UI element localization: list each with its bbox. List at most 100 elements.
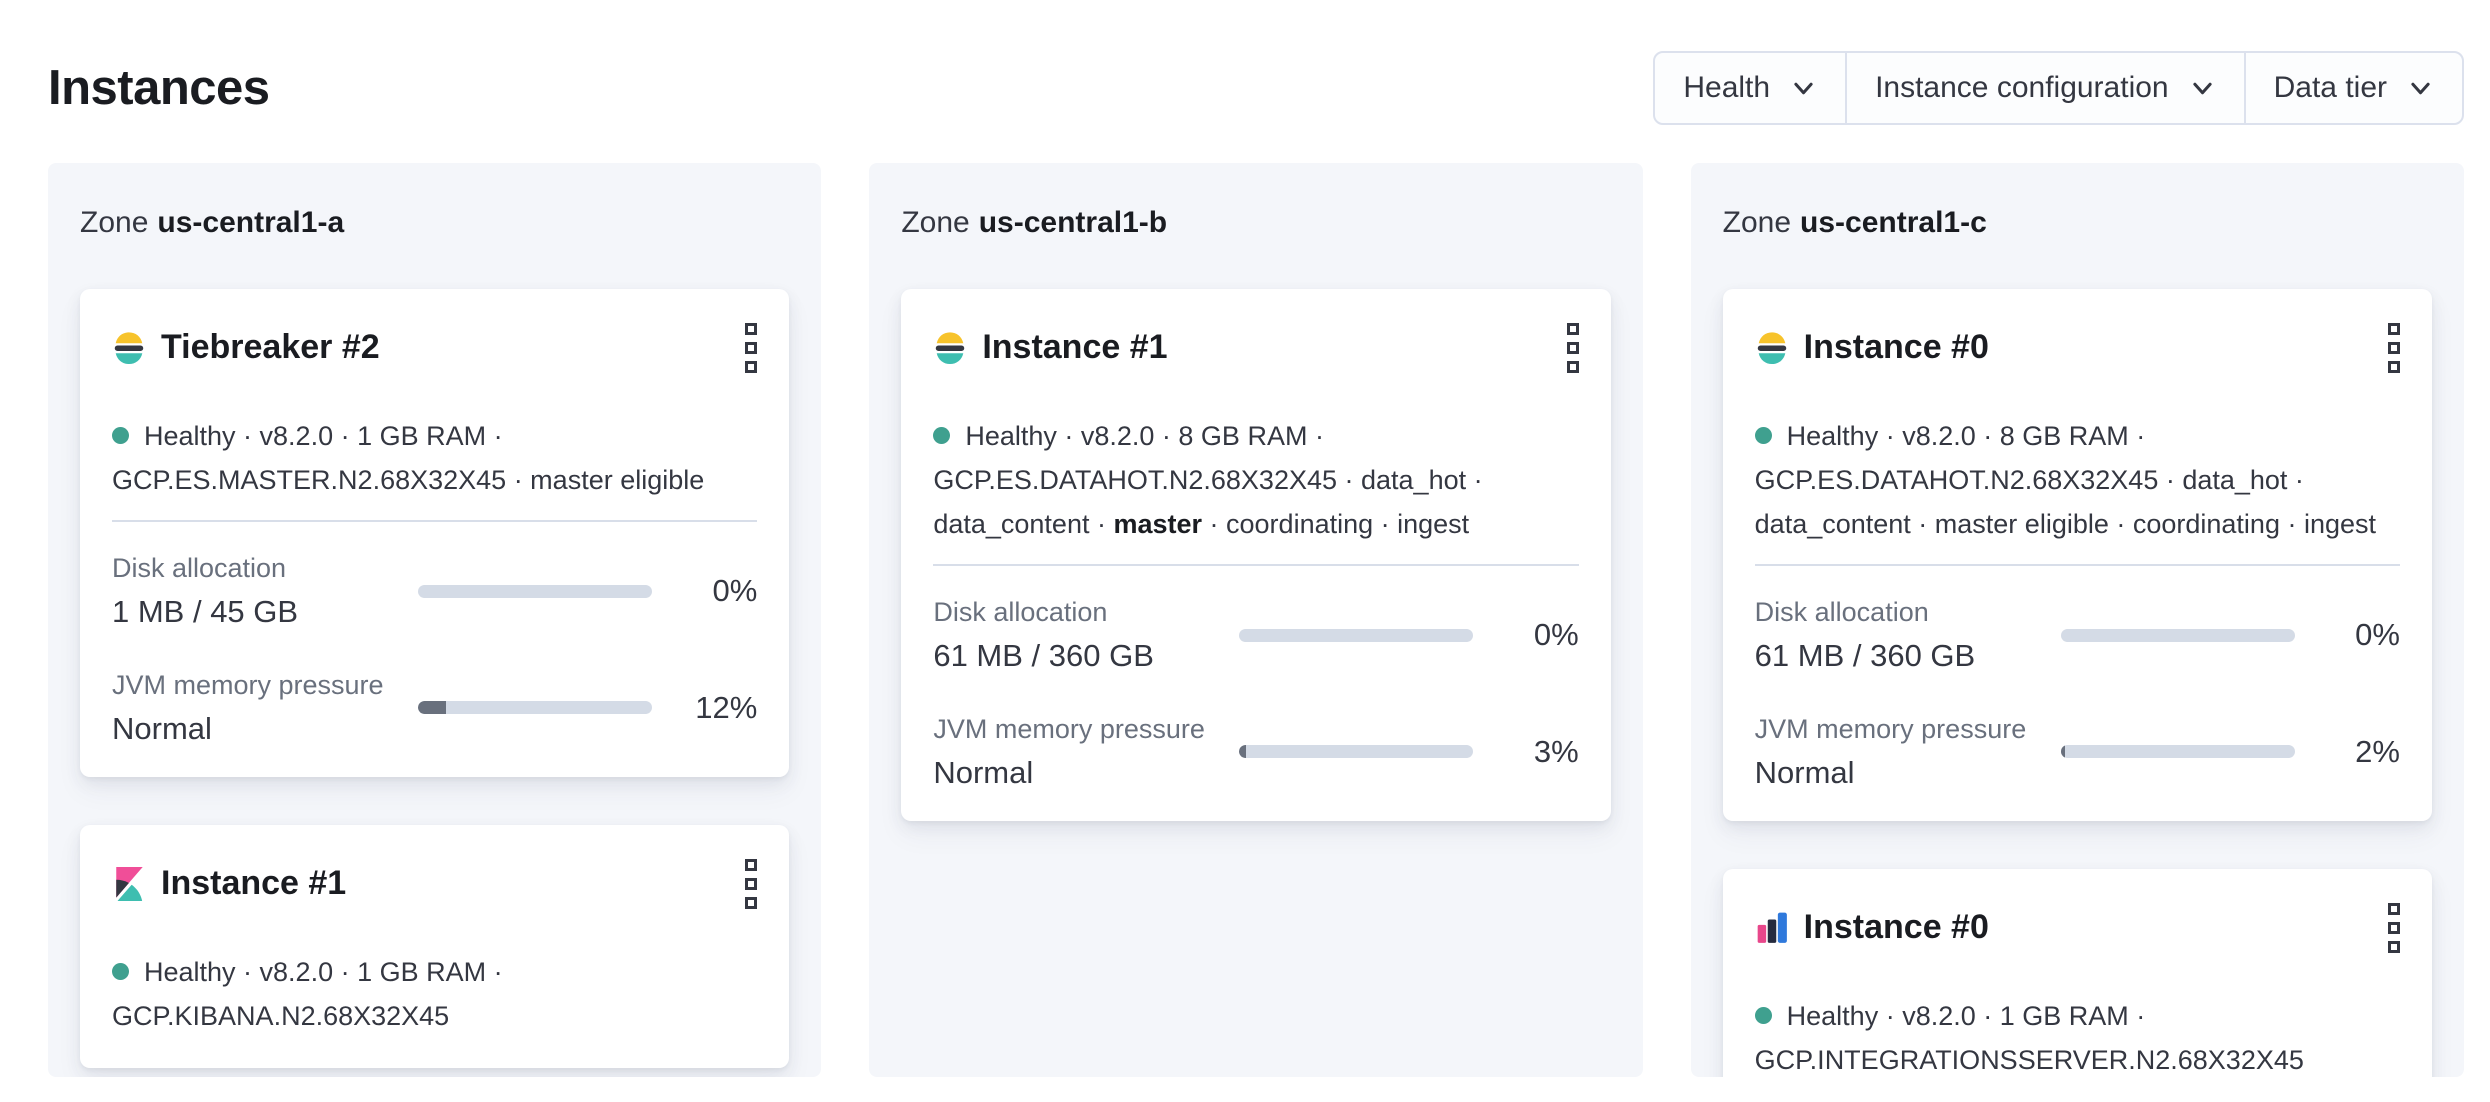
instance-actions-menu-button[interactable]	[739, 855, 763, 913]
progress-bar	[418, 701, 652, 715]
chevron-down-icon	[2192, 82, 2212, 94]
instance-card: Instance #1 Healthy · v8.2.0 · 8 GB RAM …	[901, 289, 1611, 822]
filter-health-label: Health	[1683, 71, 1771, 104]
progress-bar	[418, 584, 652, 598]
meta-line: Healthy · v8.2.0 · 1 GB RAM ·	[144, 957, 503, 988]
metric-label: JVM memory pressure	[1754, 713, 2027, 744]
metric-percent: 0%	[2355, 617, 2400, 653]
instance-title: Instance #1	[982, 328, 1168, 367]
metric-percent: 0%	[712, 573, 758, 609]
progress-bar	[1239, 628, 1474, 642]
page-header: Instances Health Instance configuration …	[48, 0, 2464, 134]
metric-value: Normal	[112, 710, 212, 746]
meta-line: GCP.ES.MASTER.N2.68X32X45 · master eligi…	[112, 465, 705, 495]
card-header: Instance #0	[1755, 899, 2400, 957]
metric-percent: 3%	[1533, 733, 1579, 769]
instance-meta: Healthy · v8.2.0 · 1 GB RAM · GCP.INTEGR…	[1754, 994, 2400, 1077]
metric-label: Disk allocation	[1754, 597, 1929, 627]
jvm-memory-pressure-metric: JVM memory pressure Normal 12%	[112, 669, 757, 748]
instance-title: Instance #1	[161, 864, 347, 903]
master-role-label: master	[1113, 509, 1203, 539]
filter-data-tier-button[interactable]: Data tier	[2243, 53, 2462, 123]
disk-allocation-metric: Disk allocation 61 MB / 360 GB 0%	[1755, 596, 2400, 675]
boxes-vertical-icon	[1566, 323, 1579, 335]
boxes-vertical-icon	[745, 859, 758, 872]
disk-allocation-metric: Disk allocation 61 MB / 360 GB 0%	[933, 596, 1578, 675]
progress-fill	[2060, 745, 2066, 759]
health-status-dot	[1754, 1007, 1772, 1025]
page-title: Instances	[48, 60, 270, 115]
zone-name: us-central1-c	[1800, 206, 1987, 239]
metric-percent: 2%	[2355, 733, 2400, 769]
filter-group: Health Instance configuration Data tier	[1653, 51, 2464, 125]
boxes-vertical-icon	[2387, 903, 2400, 916]
instance-actions-menu-button[interactable]	[739, 319, 763, 377]
meta-line: data_content · master · coordinating · i…	[933, 509, 1470, 539]
meta-line: Healthy · v8.2.0 · 1 GB RAM ·	[1786, 1001, 2146, 1032]
instance-meta: Healthy · v8.2.0 · 8 GB RAM · GCP.ES.DAT…	[1754, 414, 2400, 546]
metric-label: JVM memory pressure	[112, 669, 384, 700]
meta-line: GCP.ES.DATAHOT.N2.68X32X45 · data_hot ·	[1754, 465, 2304, 495]
metric-value: 61 MB / 360 GB	[1754, 638, 1976, 674]
zone-name: us-central1-a	[157, 206, 345, 239]
zone-panel-us-central1-c: Zone us-central1-c Instance #0 Healthy · …	[1690, 163, 2464, 1077]
boxes-vertical-icon	[745, 323, 758, 335]
progress-bar	[2060, 628, 2295, 642]
kibana-logo-icon	[116, 867, 143, 902]
zone-title: Zone us-central1-a	[80, 205, 789, 241]
chevron-down-icon	[1794, 82, 1813, 94]
instance-actions-menu-button[interactable]	[2382, 319, 2406, 377]
elasticsearch-logo-icon	[114, 332, 144, 365]
zone-panel-us-central1-a: Zone us-central1-a Tiebreaker #2 Healthy …	[48, 163, 822, 1077]
zone-title: Zone us-central1-b	[901, 205, 1610, 241]
metric-value: 1 MB / 45 GB	[112, 594, 299, 630]
jvm-memory-pressure-metric: JVM memory pressure Normal 3%	[933, 713, 1578, 792]
instance-meta: Healthy · v8.2.0 · 1 GB RAM · GCP.ES.MAS…	[112, 414, 757, 502]
progress-fill	[418, 701, 447, 715]
card-header: Tiebreaker #2	[112, 319, 758, 377]
health-status-dot	[933, 427, 951, 444]
filter-instance-configuration-button[interactable]: Instance configuration	[1845, 53, 2244, 123]
metric-value: Normal	[933, 754, 1034, 790]
metric-value: 61 MB / 360 GB	[933, 638, 1154, 674]
boxes-vertical-icon	[2387, 323, 2400, 335]
zone-label-prefix: Zone	[80, 206, 149, 239]
metric-label: Disk allocation	[112, 553, 287, 583]
zone-label-prefix: Zone	[1722, 206, 1792, 239]
progress-fill	[1239, 745, 1247, 759]
meta-line: Healthy · v8.2.0 · 8 GB RAM ·	[1786, 421, 2146, 451]
metric-percent: 12%	[695, 689, 758, 725]
instance-meta: Healthy · v8.2.0 · 1 GB RAM · GCP.KIBANA…	[112, 950, 757, 1038]
metric-label: JVM memory pressure	[933, 713, 1205, 744]
integrations-server-logo-icon	[1757, 912, 1787, 944]
instance-card: Tiebreaker #2 Healthy · v8.2.0 · 1 GB RA…	[80, 289, 790, 778]
filter-instance-configuration-label: Instance configuration	[1875, 71, 2169, 104]
instance-title: Instance #0	[1803, 908, 1989, 947]
health-status-dot	[112, 427, 129, 444]
filter-health-button[interactable]: Health	[1655, 53, 1845, 123]
chevron-down-icon	[2411, 82, 2430, 94]
instance-card: Instance #0 Healthy · v8.2.0 · 1 GB RAM …	[1722, 869, 2432, 1077]
instance-actions-menu-button[interactable]	[1561, 319, 1585, 377]
card-header: Instance #0	[1755, 319, 2400, 377]
instance-title: Instance #0	[1803, 328, 1989, 367]
card-divider	[933, 564, 1579, 566]
card-header: Instance #1	[112, 855, 758, 913]
meta-line: data_content · master eligible · coordin…	[1754, 509, 2376, 539]
elasticsearch-logo-icon	[1757, 332, 1786, 365]
card-divider	[112, 520, 758, 522]
jvm-memory-pressure-metric: JVM memory pressure Normal 2%	[1755, 713, 2400, 792]
instance-meta: Healthy · v8.2.0 · 8 GB RAM · GCP.ES.DAT…	[933, 414, 1578, 546]
meta-line: Healthy · v8.2.0 · 1 GB RAM ·	[144, 421, 503, 451]
disk-allocation-metric: Disk allocation 1 MB / 45 GB 0%	[112, 552, 757, 631]
filter-data-tier-label: Data tier	[2273, 71, 2387, 104]
zone-title: Zone us-central1-c	[1723, 205, 2432, 241]
health-status-dot	[112, 963, 129, 981]
elasticsearch-logo-icon	[936, 332, 965, 365]
instance-actions-menu-button[interactable]	[2382, 899, 2406, 957]
zone-label-prefix: Zone	[901, 206, 970, 239]
metric-label: Disk allocation	[933, 597, 1108, 627]
meta-line: GCP.INTEGRATIONSSERVER.N2.68X32X45	[1754, 1045, 2304, 1076]
instance-title: Tiebreaker #2	[161, 328, 380, 367]
